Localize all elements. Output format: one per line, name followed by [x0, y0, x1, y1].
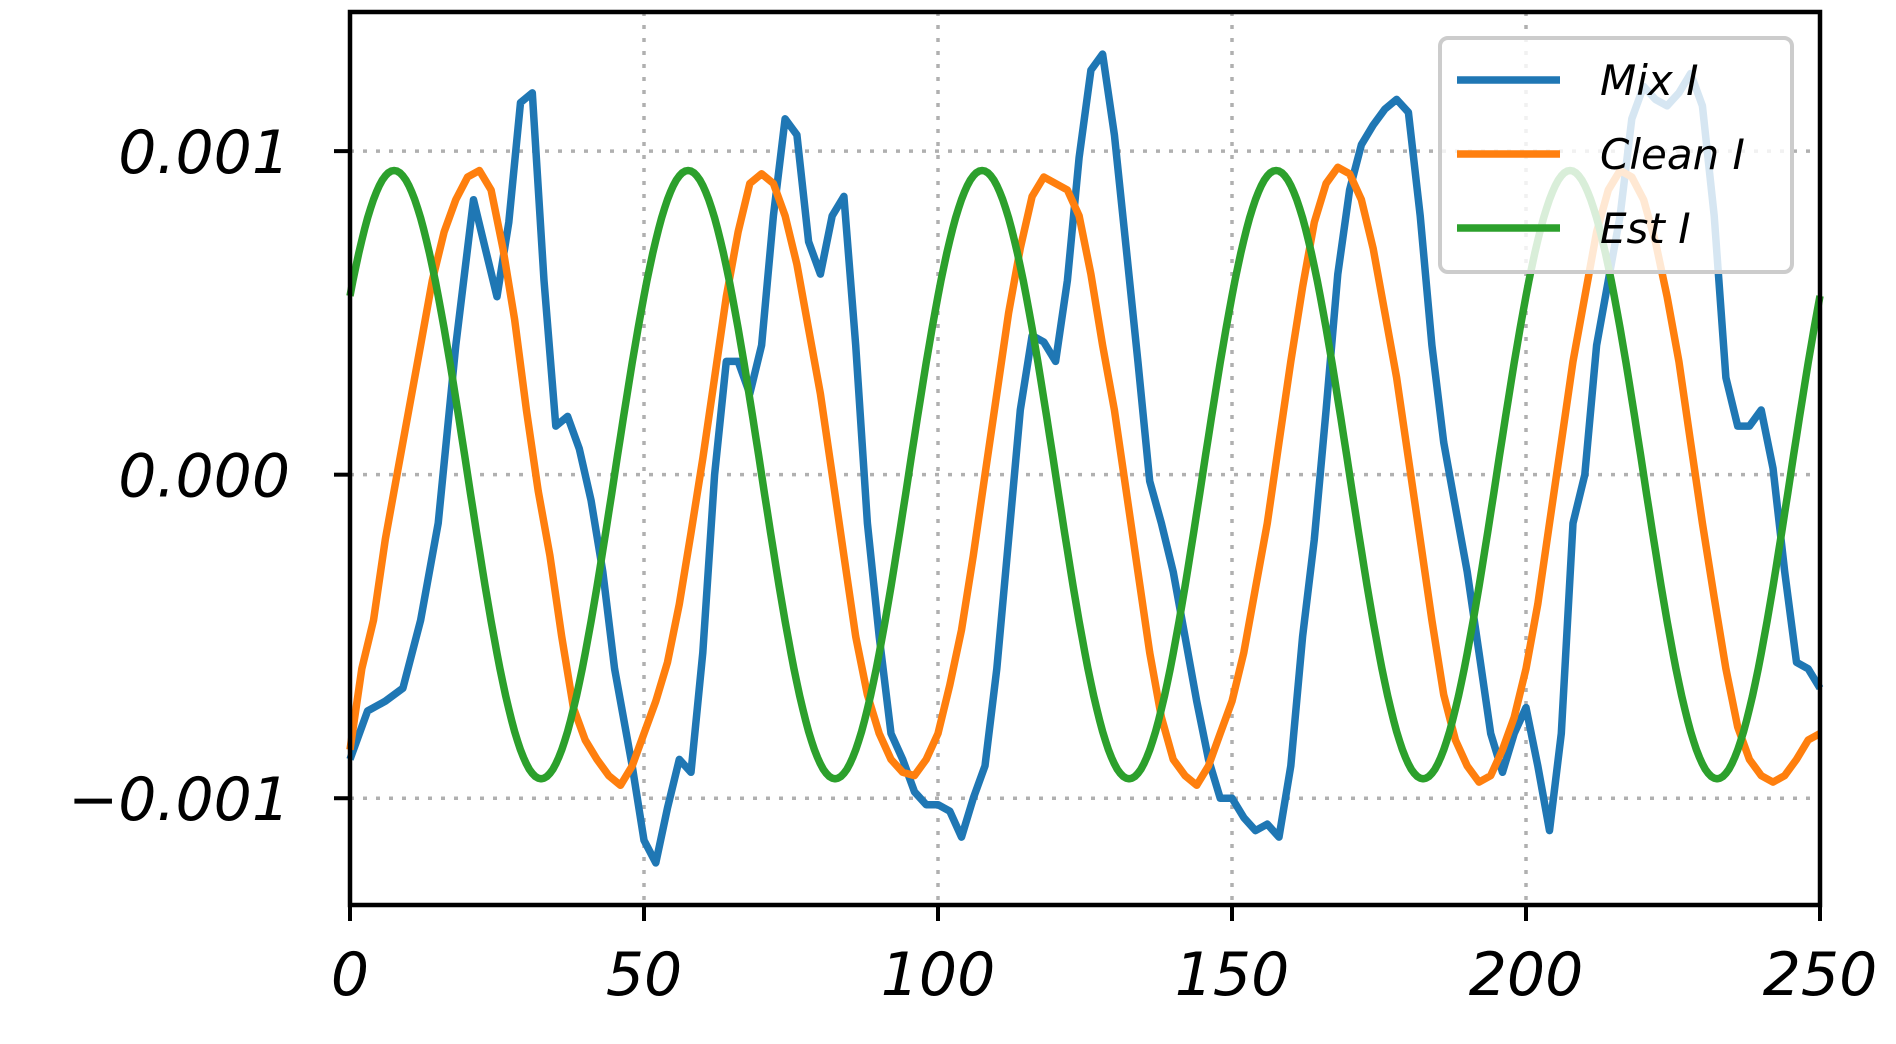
x-tick-label: 150	[1175, 940, 1290, 1010]
ticks: 0 50 100 150 200 250 0.001 0.000 −0.001	[68, 118, 1877, 1010]
legend-box	[1438, 36, 1794, 274]
y-tick-label: 0.000	[118, 442, 290, 512]
y-tick-label: 0.001	[118, 118, 290, 188]
series-line-clean-i	[346, 163, 1822, 790]
legend-label: Mix I	[1600, 56, 1699, 105]
legend-label: Clean I	[1600, 130, 1745, 179]
legend-label: Est I	[1600, 204, 1691, 253]
x-tick-label: 0	[331, 940, 369, 1010]
y-tick-label: −0.001	[68, 765, 290, 835]
axes-frame	[347, 9, 1823, 908]
x-tick-label: 200	[1469, 940, 1584, 1010]
series-line-mix-i	[346, 50, 1824, 867]
legend: Mix I Clean I Est I	[1438, 36, 1794, 274]
x-tick-label: 100	[881, 940, 996, 1010]
x-tick-label: 250	[1763, 940, 1878, 1010]
x-tick-label: 50	[606, 940, 682, 1010]
